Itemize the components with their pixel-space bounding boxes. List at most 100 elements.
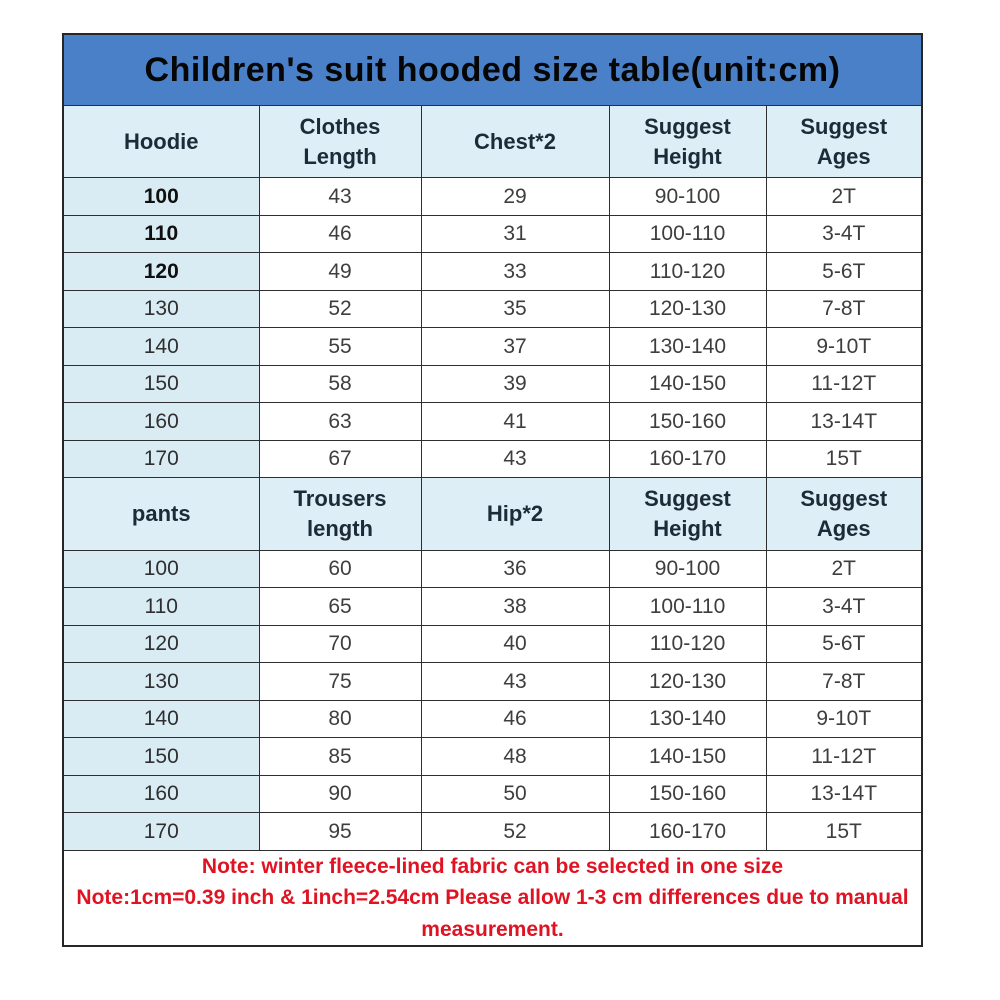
trousers-length-value: 60 xyxy=(258,549,422,589)
suggest-height-value: 160-170 xyxy=(608,812,767,851)
pants-header-hip: Hip*2 xyxy=(420,477,610,551)
clothes-length-value: 49 xyxy=(258,252,422,291)
hoodie-row-120: 120 49 33 110-120 5-6T xyxy=(62,252,923,291)
suggest-height-value: 90-100 xyxy=(608,549,767,589)
suggest-height-value: 130-140 xyxy=(608,699,767,739)
hoodie-row-150: 150 58 39 140-150 11-12T xyxy=(62,364,923,404)
chest-value: 35 xyxy=(420,289,610,329)
hoodie-header-size: Hoodie xyxy=(62,104,260,179)
size-label: 150 xyxy=(62,364,260,404)
size-label: 170 xyxy=(62,439,260,479)
suggest-ages-value: 5-6T xyxy=(765,624,923,664)
suggest-height-value: 140-150 xyxy=(608,737,767,776)
suggest-height-value: 110-120 xyxy=(608,624,767,664)
chest-value: 31 xyxy=(420,214,610,254)
clothes-length-value: 52 xyxy=(258,289,422,329)
size-label: 160 xyxy=(62,774,260,814)
hoodie-header-suggest-height: Suggest Height xyxy=(608,104,767,179)
suggest-height-value: 100-110 xyxy=(608,214,767,254)
chest-value: 39 xyxy=(420,364,610,404)
size-label: 100 xyxy=(62,177,260,216)
pants-row-100: 100 60 36 90-100 2T xyxy=(62,549,923,589)
suggest-height-value: 150-160 xyxy=(608,774,767,814)
suggest-ages-value: 11-12T xyxy=(765,364,923,404)
hip-value: 36 xyxy=(420,549,610,589)
hip-value: 48 xyxy=(420,737,610,776)
hip-value: 40 xyxy=(420,624,610,664)
pants-header-size: pants xyxy=(62,477,260,551)
pants-row-120: 120 70 40 110-120 5-6T xyxy=(62,624,923,664)
table-title: Children's suit hooded size table(unit:c… xyxy=(62,33,923,106)
clothes-length-value: 55 xyxy=(258,327,422,366)
hoodie-row-100: 100 43 29 90-100 2T xyxy=(62,177,923,216)
suggest-ages-value: 9-10T xyxy=(765,699,923,739)
trousers-length-value: 85 xyxy=(258,737,422,776)
hoodie-header-suggest-ages: Suggest Ages xyxy=(765,104,923,179)
pants-header-trousers-length: Trousers length xyxy=(258,477,422,551)
size-table: Children's suit hooded size table(unit:c… xyxy=(62,33,924,948)
suggest-height-value: 110-120 xyxy=(608,252,767,291)
hoodie-row-110: 110 46 31 100-110 3-4T xyxy=(62,214,923,254)
clothes-length-value: 58 xyxy=(258,364,422,404)
chest-value: 33 xyxy=(420,252,610,291)
chest-value: 41 xyxy=(420,402,610,441)
hip-value: 43 xyxy=(420,662,610,701)
size-label: 160 xyxy=(62,402,260,441)
suggest-height-value: 140-150 xyxy=(608,364,767,404)
note-fabric: Note: winter fleece-lined fabric can be … xyxy=(201,854,784,878)
notes-cell: Note: winter fleece-lined fabric can be … xyxy=(62,849,923,947)
size-label: 110 xyxy=(62,587,260,626)
hip-value: 50 xyxy=(420,774,610,814)
trousers-length-value: 75 xyxy=(258,662,422,701)
suggest-height-value: 100-110 xyxy=(608,587,767,626)
suggest-ages-value: 2T xyxy=(765,549,923,589)
pants-row-170: 170 95 52 160-170 15T xyxy=(62,812,923,851)
pants-header-row: pants Trousers length Hip*2 Suggest Heig… xyxy=(62,477,923,551)
size-label: 110 xyxy=(62,214,260,254)
trousers-length-value: 95 xyxy=(258,812,422,851)
clothes-length-value: 67 xyxy=(258,439,422,479)
suggest-ages-value: 3-4T xyxy=(765,587,923,626)
pants-row-130: 130 75 43 120-130 7-8T xyxy=(62,662,923,701)
size-label: 130 xyxy=(62,289,260,329)
size-label: 140 xyxy=(62,699,260,739)
notes-row: Note: winter fleece-lined fabric can be … xyxy=(62,849,923,947)
suggest-ages-value: 7-8T xyxy=(765,289,923,329)
suggest-ages-value: 7-8T xyxy=(765,662,923,701)
suggest-height-value: 150-160 xyxy=(608,402,767,441)
suggest-height-value: 90-100 xyxy=(608,177,767,216)
hoodie-row-130: 130 52 35 120-130 7-8T xyxy=(62,289,923,329)
suggest-ages-value: 15T xyxy=(765,439,923,479)
hoodie-row-170: 170 67 43 160-170 15T xyxy=(62,439,923,479)
pants-row-160: 160 90 50 150-160 13-14T xyxy=(62,774,923,814)
hoodie-header-row: Hoodie Clothes Length Chest*2 Suggest He… xyxy=(62,104,923,179)
chest-value: 43 xyxy=(420,439,610,479)
suggest-ages-value: 11-12T xyxy=(765,737,923,776)
clothes-length-value: 63 xyxy=(258,402,422,441)
pants-row-150: 150 85 48 140-150 11-12T xyxy=(62,737,923,776)
size-label: 100 xyxy=(62,549,260,589)
trousers-length-value: 70 xyxy=(258,624,422,664)
hoodie-row-160: 160 63 41 150-160 13-14T xyxy=(62,402,923,441)
pants-header-suggest-height: Suggest Height xyxy=(608,477,767,551)
pants-row-110: 110 65 38 100-110 3-4T xyxy=(62,587,923,626)
size-label: 140 xyxy=(62,327,260,366)
hip-value: 52 xyxy=(420,812,610,851)
hoodie-header-chest: Chest*2 xyxy=(420,104,610,179)
suggest-height-value: 120-130 xyxy=(608,662,767,701)
hoodie-header-clothes-length: Clothes Length xyxy=(258,104,422,179)
suggest-ages-value: 2T xyxy=(765,177,923,216)
hip-value: 38 xyxy=(420,587,610,626)
size-label: 120 xyxy=(62,252,260,291)
clothes-length-value: 46 xyxy=(258,214,422,254)
suggest-ages-value: 15T xyxy=(765,812,923,851)
trousers-length-value: 90 xyxy=(258,774,422,814)
suggest-height-value: 120-130 xyxy=(608,289,767,329)
pants-row-140: 140 80 46 130-140 9-10T xyxy=(62,699,923,739)
suggest-ages-value: 13-14T xyxy=(765,402,923,441)
clothes-length-value: 43 xyxy=(258,177,422,216)
size-label: 170 xyxy=(62,812,260,851)
suggest-ages-value: 5-6T xyxy=(765,252,923,291)
suggest-height-value: 130-140 xyxy=(608,327,767,366)
